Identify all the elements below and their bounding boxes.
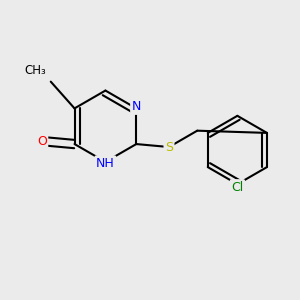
Text: O: O [37,135,47,148]
Text: CH₃: CH₃ [25,64,46,77]
Text: Cl: Cl [231,181,244,194]
Text: S: S [165,140,173,154]
Text: N: N [132,100,141,113]
Text: NH: NH [96,157,115,170]
